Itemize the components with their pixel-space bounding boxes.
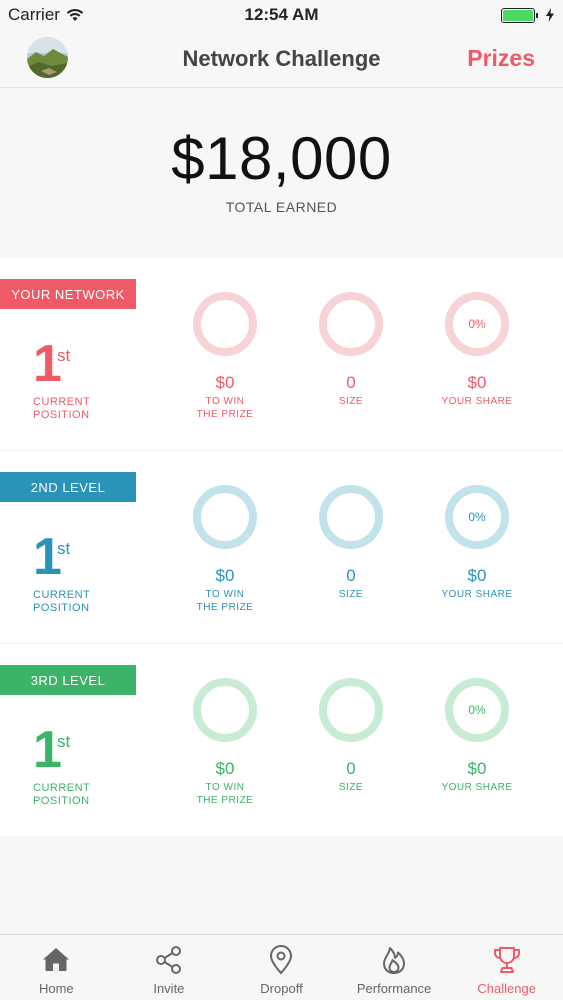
stat-your-share: 0% $0 YOUR SHARE: [427, 485, 527, 601]
position-suffix: st: [57, 346, 71, 365]
tab-label: Home: [38, 981, 74, 996]
progress-ring: [193, 678, 257, 742]
position-label: CURRENT POSITION: [33, 589, 91, 614]
tab-label: Dropoff: [260, 981, 303, 996]
status-left: Carrier: [8, 5, 84, 25]
progress-ring: 0%: [445, 678, 509, 742]
stat-label: SIZE: [338, 782, 364, 793]
tab-challenge[interactable]: Challenge: [450, 935, 563, 1000]
current-position: 1 st CURRENT POSITION: [33, 721, 90, 807]
stat-label: SIZE: [338, 589, 364, 600]
section-your-network: YOUR NETWORK 1 st CURRENT POSITION $0 TO…: [0, 258, 563, 451]
tab-dropoff[interactable]: Dropoff: [225, 935, 338, 1000]
section-tag: 3RD LEVEL: [0, 665, 136, 695]
stat-label: TO WIN THE PRIZE: [196, 782, 254, 806]
stat-label: SIZE: [338, 396, 364, 407]
stat-value: 0: [346, 759, 356, 778]
battery-icon: [501, 7, 538, 23]
section-2nd-level: 2ND LEVEL 1 st CURRENT POSITION $0 TO WI…: [0, 451, 563, 644]
page-title: Network Challenge: [182, 45, 381, 71]
tab-label: Challenge: [477, 981, 536, 996]
wifi-icon: [66, 9, 84, 21]
home-icon: [43, 948, 70, 971]
stat-value: 0: [346, 373, 356, 392]
stat-value: $0: [215, 566, 235, 585]
stat-label: YOUR SHARE: [441, 782, 513, 793]
status-time: 12:54 AM: [244, 5, 319, 24]
position-suffix: st: [57, 539, 71, 558]
status-right: [501, 7, 555, 23]
position-number: 1: [33, 721, 62, 779]
battery-level: [503, 9, 533, 21]
trophy-icon: [493, 947, 520, 973]
current-position: 1 st CURRENT POSITION: [33, 335, 90, 421]
prizes-button[interactable]: Prizes: [467, 45, 535, 71]
stat-to-win: $0 TO WIN THE PRIZE: [175, 292, 275, 421]
stat-label: TO WIN THE PRIZE: [196, 589, 254, 613]
current-position: 1 st CURRENT POSITION: [33, 528, 90, 614]
charging-icon: [546, 8, 554, 22]
stat-size: 0 SIZE: [301, 485, 401, 601]
avatar-image: [27, 37, 68, 78]
carrier-label: Carrier: [8, 5, 60, 24]
section-tag: 2ND LEVEL: [0, 472, 136, 502]
total-earned-amount: $18,000: [171, 125, 392, 192]
stat-your-share: 0% $0 YOUR SHARE: [427, 292, 527, 408]
map-pin-icon: [270, 945, 293, 975]
progress-ring: 0%: [445, 485, 509, 549]
progress-ring: [193, 292, 257, 356]
tab-invite[interactable]: Invite: [113, 935, 226, 1000]
stat-value: $0: [467, 566, 487, 585]
tab-label: Invite: [153, 981, 185, 996]
network-sections: YOUR NETWORK 1 st CURRENT POSITION $0 TO…: [0, 258, 563, 836]
progress-ring: [319, 678, 383, 742]
progress-ring: [319, 292, 383, 356]
stat-value: $0: [215, 373, 235, 392]
progress-ring: [319, 485, 383, 549]
position-suffix: st: [57, 732, 71, 751]
stat-to-win: $0 TO WIN THE PRIZE: [175, 678, 275, 807]
progress-ring: 0%: [445, 292, 509, 356]
avatar[interactable]: [27, 37, 68, 78]
tab-label: Performance: [356, 981, 432, 996]
flame-icon: [383, 947, 406, 974]
total-earned-label: TOTAL EARNED: [225, 199, 338, 215]
stat-label: YOUR SHARE: [441, 589, 513, 600]
tab-bar: Home Invite Dropoff Performance: [0, 934, 563, 1000]
position-number: 1: [33, 528, 62, 586]
stat-value: $0: [215, 759, 235, 778]
nav-bar: Network Challenge Prizes: [0, 30, 563, 88]
total-earned-panel: $18,000 TOTAL EARNED: [0, 88, 563, 258]
position-label: CURRENT POSITION: [33, 396, 91, 421]
tab-performance[interactable]: Performance: [338, 935, 451, 1000]
stat-to-win: $0 TO WIN THE PRIZE: [175, 485, 275, 614]
stat-value: $0: [467, 373, 487, 392]
tab-home[interactable]: Home: [0, 935, 113, 1000]
stat-value: 0: [346, 566, 356, 585]
stat-value: $0: [467, 759, 487, 778]
progress-ring: [193, 485, 257, 549]
stat-size: 0 SIZE: [301, 678, 401, 794]
position-label: CURRENT POSITION: [33, 782, 91, 807]
section-tag: YOUR NETWORK: [0, 279, 136, 309]
share-icon: [155, 946, 181, 974]
stat-label: YOUR SHARE: [441, 396, 513, 407]
position-number: 1: [33, 335, 62, 393]
stat-label: TO WIN THE PRIZE: [196, 396, 254, 420]
section-3rd-level: 3RD LEVEL 1 st CURRENT POSITION $0 TO WI…: [0, 644, 563, 837]
stat-size: 0 SIZE: [301, 292, 401, 408]
stat-your-share: 0% $0 YOUR SHARE: [427, 678, 527, 794]
status-bar: Carrier 12:54 AM: [0, 0, 563, 30]
